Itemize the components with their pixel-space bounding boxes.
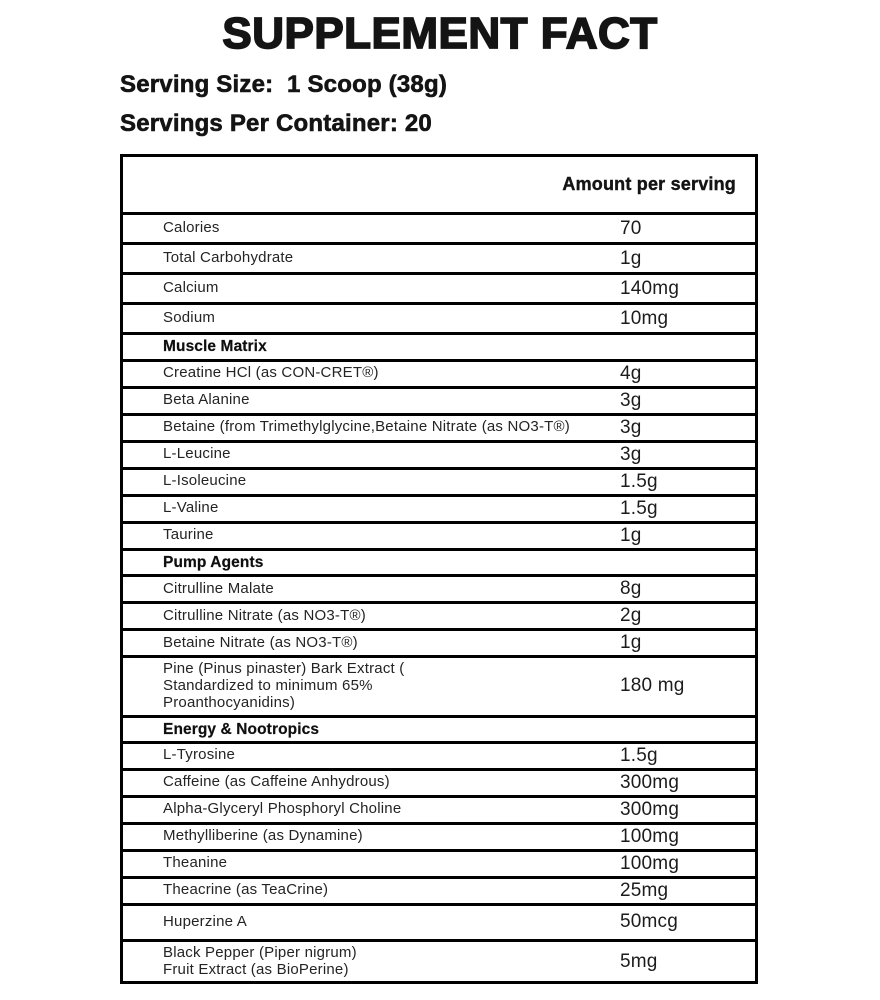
ingredient-amount: 50mcg (620, 911, 679, 933)
table-row: Citrulline Malate 8g (123, 577, 755, 605)
ingredient-amount: 1g (620, 247, 642, 269)
ingredient-label: Betaine (from Trimethylglycine,Betaine N… (163, 418, 570, 436)
servings-per-container-line: Servings Per Container: 20 (120, 110, 432, 138)
ingredient-amount: 25mg (620, 879, 669, 901)
ingredient-label: L-Tyrosine (163, 746, 236, 764)
ingredient-amount: 1.5g (620, 744, 658, 766)
ingredient-amount: 1g (620, 632, 642, 654)
section-header-row: Energy & Nootropics (123, 718, 755, 744)
facts-table-header-row: Amount per serving (123, 157, 755, 216)
ingredient-amount: 8g (620, 578, 642, 600)
ingredient-label: Creatine HCl (as CON-CRET®) (163, 364, 379, 382)
table-row: Calories 70 (123, 215, 755, 246)
table-row: Huperzine A 50mcg (123, 906, 755, 942)
table-row: Taurine 1g (123, 524, 755, 551)
table-row: Methylliberine (as Dynamine) 100mg (123, 825, 755, 852)
table-row: Alpha-Glyceryl Phosphoryl Choline 300mg (123, 798, 755, 825)
ingredient-amount: 140mg (620, 277, 680, 299)
ingredient-amount: 3g (620, 389, 642, 411)
section-header-row: Muscle Matrix (123, 335, 755, 362)
table-row: L-Leucine 3g (123, 443, 755, 470)
page-title: SUPPLEMENT FACT (221, 8, 658, 59)
table-row: Theacrine (as TeaCrine) 25mg (123, 879, 755, 906)
table-row: Theanine 100mg (123, 852, 755, 879)
ingredient-amount: 1g (620, 524, 642, 546)
section-header-row: Pump Agents (123, 551, 755, 578)
ingredient-label: Beta Alanine (163, 391, 250, 409)
ingredient-label: Pine (Pinus pinaster) Bark Extract ( Sta… (163, 660, 405, 711)
table-row: Pine (Pinus pinaster) Bark Extract ( Sta… (123, 658, 755, 718)
table-row: Calcium 140mg (123, 275, 755, 306)
ingredient-amount: 100mg (620, 852, 680, 874)
table-row: Creatine HCl (as CON-CRET®) 4g (123, 362, 755, 389)
table-row: Sodium 10mg (123, 305, 755, 336)
ingredient-label: Theacrine (as TeaCrine) (163, 881, 329, 899)
facts-table: Amount per serving Calories 70 Total Car… (120, 154, 758, 985)
table-row: Citrulline Nitrate (as NO3-T®) 2g (123, 604, 755, 632)
ingredient-amount: 100mg (620, 825, 680, 847)
ingredient-label: Black Pepper (Piper nigrum) Fruit Extrac… (163, 943, 357, 978)
facts-table-body: Calories 70 Total Carbohydrate 1g Calciu… (123, 215, 755, 981)
table-row: Beta Alanine 3g (123, 389, 755, 416)
table-row: Total Carbohydrate 1g (123, 245, 755, 276)
ingredient-label: Taurine (163, 526, 214, 544)
ingredient-label: Methylliberine (as Dynamine) (163, 827, 363, 845)
ingredient-label: Alpha-Glyceryl Phosphoryl Choline (163, 800, 402, 818)
table-row: L-Valine 1.5g (123, 497, 755, 524)
ingredient-label: L-Valine (163, 499, 219, 517)
ingredient-amount: 2g (620, 605, 642, 627)
table-row: L-Tyrosine 1.5g (123, 744, 755, 771)
ingredient-label: Theanine (163, 854, 228, 872)
ingredient-label: L-Isoleucine (163, 472, 247, 490)
ingredient-label: Calcium (163, 279, 219, 297)
ingredient-amount: 3g (620, 416, 642, 438)
ingredient-label: Pump Agents (163, 553, 264, 571)
supplement-label-page: SUPPLEMENT FACT Serving Size: 1 Scoop (3… (0, 8, 880, 1000)
ingredient-amount: 180 mg (620, 675, 685, 697)
ingredient-amount: 300mg (620, 798, 680, 820)
ingredient-label: Betaine Nitrate (as NO3-T®) (163, 633, 358, 651)
ingredient-amount: 4g (620, 362, 642, 384)
ingredient-label: Muscle Matrix (163, 338, 267, 356)
ingredient-label: Energy & Nootropics (163, 720, 320, 738)
table-row: Caffeine (as Caffeine Anhydrous) 300mg (123, 771, 755, 798)
amount-per-serving-header: Amount per serving (562, 174, 736, 195)
ingredient-amount: 1.5g (620, 497, 658, 519)
table-row: L-Isoleucine 1.5g (123, 470, 755, 497)
ingredient-amount: 5mg (620, 950, 658, 972)
ingredient-label: Caffeine (as Caffeine Anhydrous) (163, 773, 390, 791)
ingredient-amount: 300mg (620, 771, 680, 793)
table-row: Betaine Nitrate (as NO3-T®) 1g (123, 631, 755, 659)
ingredient-amount: 70 (620, 217, 642, 239)
ingredient-label: Calories (163, 219, 220, 237)
ingredient-label: Citrulline Malate (163, 579, 274, 597)
ingredient-label: Citrulline Nitrate (as NO3-T®) (163, 606, 366, 624)
ingredient-label: Sodium (163, 309, 216, 327)
ingredient-label: Total Carbohydrate (163, 249, 294, 267)
ingredient-label: L-Leucine (163, 445, 231, 463)
table-row: Black Pepper (Piper nigrum) Fruit Extrac… (123, 942, 755, 982)
serving-size-line: Serving Size: 1 Scoop (38g) (120, 71, 448, 99)
ingredient-label: Huperzine A (163, 912, 247, 930)
ingredient-amount: 1.5g (620, 470, 658, 492)
ingredient-amount: 3g (620, 443, 642, 465)
table-row: Betaine (from Trimethylglycine,Betaine N… (123, 416, 755, 443)
ingredient-amount: 10mg (620, 307, 669, 329)
